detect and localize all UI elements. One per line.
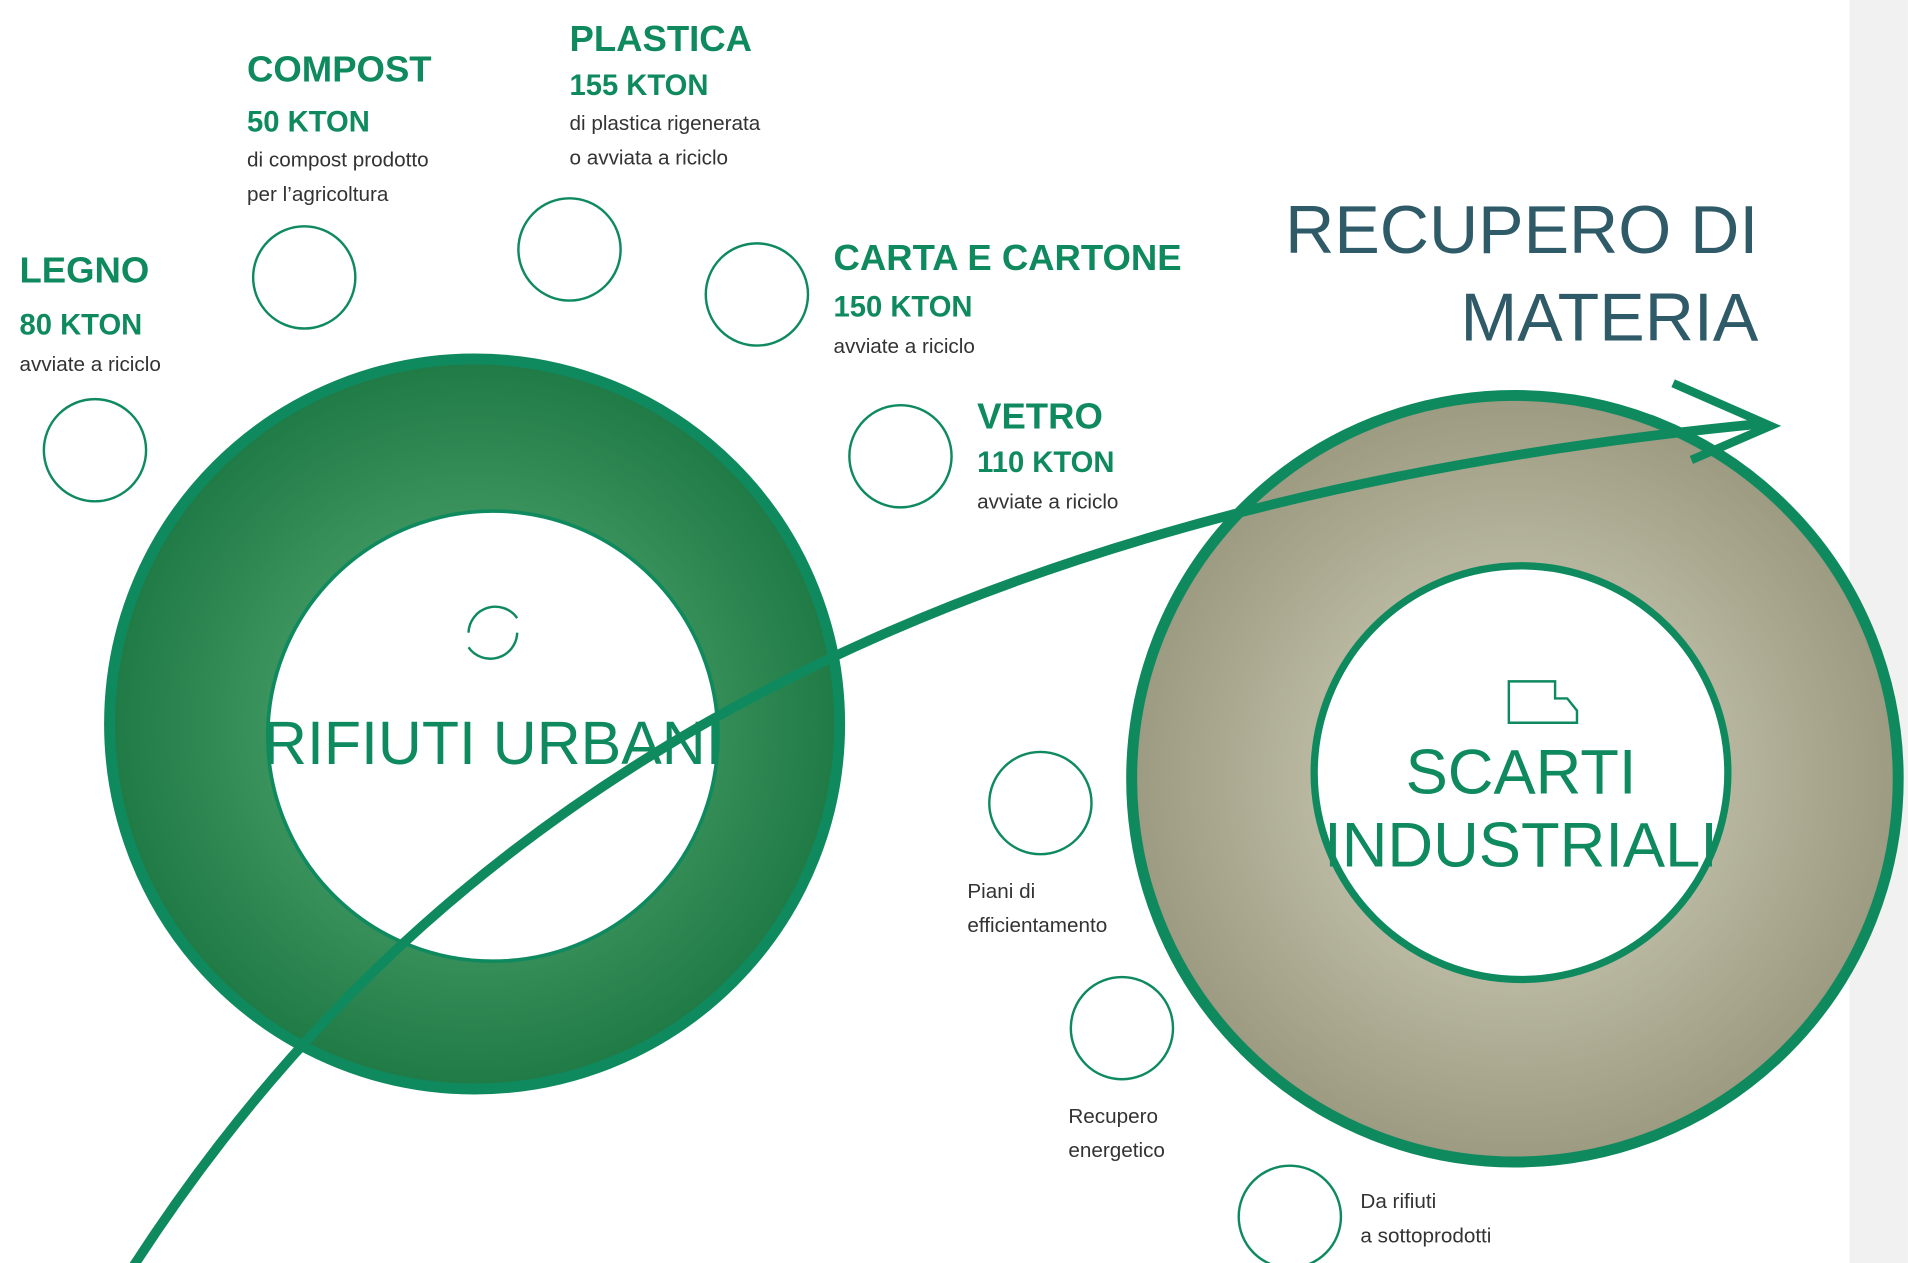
material-description: o avviata a riciclo	[570, 146, 729, 169]
heading: MATERIA	[1461, 280, 1759, 356]
heading: RECUPERO DI	[1285, 192, 1758, 268]
industrial-title: INDUSTRIALI	[1324, 810, 1718, 880]
service-icon	[989, 752, 1091, 854]
service-label: Recupero	[1068, 1105, 1158, 1128]
material-description: di plastica rigenerata	[570, 112, 761, 135]
material-description: avviate a riciclo	[834, 335, 975, 358]
service-label: efficientamento	[967, 914, 1107, 937]
service-label: Piani di	[967, 880, 1035, 903]
service-label: energetico	[1068, 1139, 1165, 1162]
material-icon	[518, 198, 620, 300]
material-icon	[706, 243, 808, 345]
material-amount: 110 KTON	[977, 447, 1114, 479]
material-amount: 50 KTON	[247, 106, 370, 138]
material-icon	[253, 226, 355, 328]
material-name: COMPOST	[247, 49, 432, 90]
service-label: Da rifiuti	[1360, 1190, 1436, 1213]
industrial-title: SCARTI	[1406, 737, 1637, 807]
service-label: a sottoprodotti	[1360, 1224, 1491, 1247]
urban-title: RIFIUTI URBANI	[263, 709, 723, 777]
material-icon	[44, 399, 146, 501]
material-description: avviate a riciclo	[20, 353, 161, 376]
material-name: VETRO	[977, 395, 1103, 436]
material-amount: 155 KTON	[570, 70, 709, 102]
infographic: RIFIUTI URBANI SCARTI INDUSTRIALI RECUPE…	[0, 0, 1908, 1263]
material-description: per l’agricoltura	[247, 183, 389, 206]
material-name: PLASTICA	[570, 18, 753, 59]
material-description: avviate a riciclo	[977, 491, 1118, 514]
material-name: CARTA E CARTONE	[834, 237, 1182, 278]
page: RIFIUTI URBANI SCARTI INDUSTRIALI RECUPE…	[0, 0, 1908, 1263]
material-amount: 80 KTON	[20, 310, 143, 342]
material-description: di compost prodotto	[247, 149, 429, 172]
material-amount: 150 KTON	[834, 291, 973, 323]
material-name: LEGNO	[20, 249, 150, 290]
service-icon	[1239, 1166, 1341, 1263]
material-icon	[849, 405, 951, 507]
service-icon	[1071, 977, 1173, 1079]
